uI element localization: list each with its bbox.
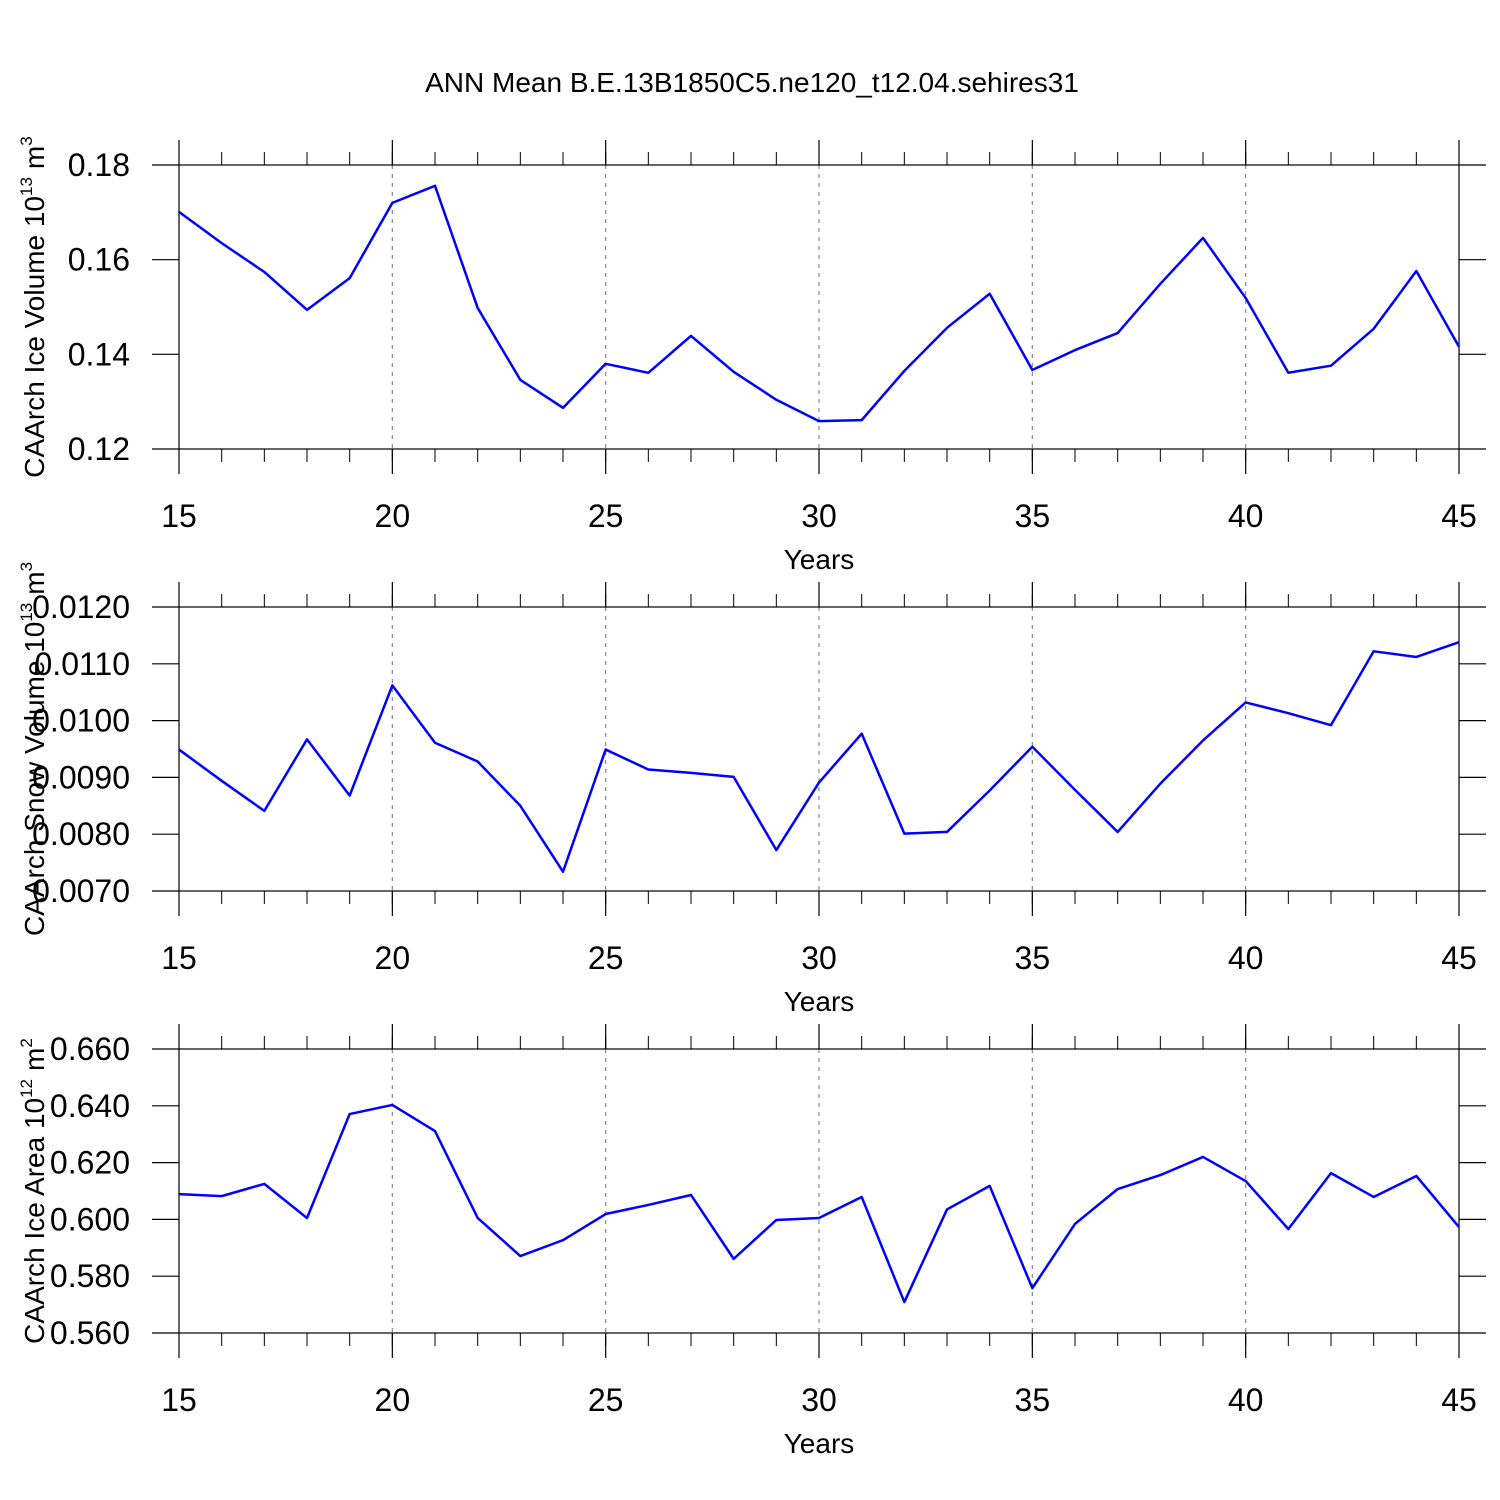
x-tick-label: 25	[588, 940, 624, 976]
y-tick-label: 0.560	[50, 1315, 130, 1351]
x-tick-label: 30	[801, 498, 837, 534]
x-tick-label: 40	[1228, 1382, 1264, 1418]
x-tick-label: 15	[161, 498, 197, 534]
plot-frame	[178, 606, 1460, 892]
x-tick-label: 30	[801, 940, 837, 976]
data-line	[178, 184, 1461, 423]
x-tick-label: 30	[801, 1382, 837, 1418]
y-tick-label: 0.0120	[32, 589, 130, 625]
y-tick-label: 0.620	[50, 1145, 130, 1181]
y-axis-title-unit: m	[19, 571, 50, 594]
x-tick-label: 20	[375, 498, 411, 534]
x-tick-label: 15	[161, 940, 197, 976]
data-line	[178, 641, 1460, 873]
y-tick-label: 0.640	[50, 1088, 130, 1124]
y-tick-label: 0.0070	[32, 873, 130, 909]
y-tick-label: 0.0090	[32, 759, 130, 795]
x-tick-label: 35	[1015, 940, 1051, 976]
y-axis-title-text: CAArch Snow Volume 10	[19, 622, 50, 936]
y-axis-title-text: CAArch Ice Area 10	[19, 1098, 50, 1344]
y-tick-label: 0.12	[68, 431, 130, 467]
x-tick-label: 25	[588, 498, 624, 534]
y-tick-label: 0.18	[68, 147, 130, 183]
y-tick-label: 0.0100	[32, 703, 130, 739]
y-axis-title-exp: 12	[17, 1079, 36, 1098]
y-axis-title: CAArch Ice Volume 1013 m3	[17, 136, 50, 477]
y-tick-label: 0.580	[50, 1258, 130, 1294]
x-tick-label: 15	[161, 1382, 197, 1418]
data-line	[178, 1103, 1460, 1304]
y-tick-label: 0.14	[68, 336, 130, 372]
y-axis-title-exp: 13	[17, 177, 36, 196]
x-axis-title: Years	[784, 1428, 855, 1459]
x-tick-label: 40	[1228, 940, 1264, 976]
y-axis-title-unit-exp: 2	[17, 1038, 36, 1047]
chart-title: ANN Mean B.E.13B1850C5.ne120_t12.04.sehi…	[425, 67, 1079, 98]
y-axis-title-unit: m	[19, 1048, 50, 1071]
y-axis-title-exp: 13	[17, 603, 36, 622]
x-tick-label: 45	[1441, 1382, 1477, 1418]
plot-frame	[178, 164, 1460, 450]
y-axis-title: CAArch Snow Volume 1013 m3	[17, 562, 50, 936]
y-tick-label: 0.660	[50, 1031, 130, 1067]
y-tick-label: 0.16	[68, 242, 130, 278]
y-tick-label: 0.0110	[35, 646, 131, 682]
plot-frame	[178, 1048, 1460, 1334]
y-axis-title-unit-exp: 3	[17, 562, 36, 571]
y-axis-title-unit: m	[19, 146, 50, 169]
y-tick-label: 0.600	[50, 1201, 130, 1237]
y-axis-title: CAArch Ice Area 1012 m2	[17, 1038, 50, 1344]
y-axis-title-text: CAArch Ice Volume 10	[19, 196, 50, 478]
x-tick-label: 20	[375, 940, 411, 976]
x-tick-label: 45	[1441, 940, 1477, 976]
x-tick-label: 20	[375, 1382, 411, 1418]
x-tick-label: 40	[1228, 498, 1264, 534]
y-tick-label: 0.0080	[32, 816, 130, 852]
x-tick-label: 35	[1015, 498, 1051, 534]
x-axis-title: Years	[784, 544, 855, 575]
x-axis-title: Years	[784, 986, 855, 1017]
x-tick-label: 45	[1441, 498, 1477, 534]
x-tick-label: 35	[1015, 1382, 1051, 1418]
y-axis-title-unit-exp: 3	[17, 136, 36, 145]
x-tick-label: 25	[588, 1382, 624, 1418]
